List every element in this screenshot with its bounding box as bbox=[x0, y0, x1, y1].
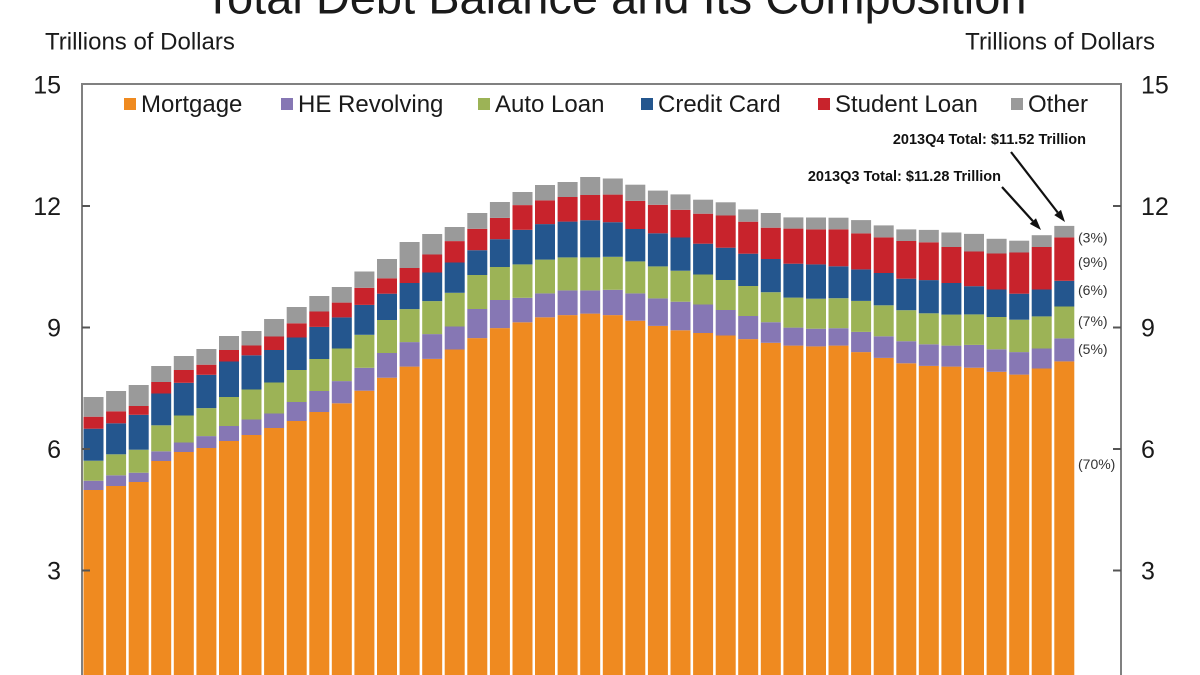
svg-text:(7%): (7%) bbox=[1078, 313, 1108, 329]
svg-text:6: 6 bbox=[1141, 436, 1155, 464]
svg-text:2013Q3 Total: $11.28 Trillion: 2013Q3 Total: $11.28 Trillion bbox=[808, 169, 1001, 185]
svg-text:Auto Loan: Auto Loan bbox=[495, 91, 604, 118]
svg-text:15: 15 bbox=[1141, 72, 1169, 100]
svg-text:12: 12 bbox=[1141, 193, 1169, 221]
svg-text:(5%): (5%) bbox=[1078, 341, 1108, 357]
svg-text:9: 9 bbox=[47, 315, 61, 343]
svg-text:2013Q4 Total: $11.52 Trillion: 2013Q4 Total: $11.52 Trillion bbox=[893, 132, 1086, 148]
svg-text:Trillions of Dollars: Trillions of Dollars bbox=[965, 29, 1155, 56]
svg-text:(6%): (6%) bbox=[1078, 282, 1108, 298]
svg-text:12: 12 bbox=[33, 193, 61, 221]
svg-text:9: 9 bbox=[1141, 315, 1155, 343]
svg-text:(70%): (70%) bbox=[1078, 456, 1115, 472]
svg-text:15: 15 bbox=[33, 72, 61, 100]
svg-text:Mortgage: Mortgage bbox=[141, 91, 242, 118]
svg-text:Student Loan: Student Loan bbox=[835, 91, 978, 118]
svg-text:Total Debt Balance and Its Com: Total Debt Balance and Its Composition bbox=[204, 0, 1027, 24]
svg-text:3: 3 bbox=[1141, 558, 1155, 586]
svg-text:(3%): (3%) bbox=[1078, 230, 1108, 246]
svg-text:(9%): (9%) bbox=[1078, 254, 1108, 270]
svg-text:Trillions of Dollars: Trillions of Dollars bbox=[45, 29, 235, 56]
svg-text:HE Revolving: HE Revolving bbox=[298, 91, 443, 118]
svg-text:Other: Other bbox=[1028, 91, 1088, 118]
svg-text:6: 6 bbox=[47, 436, 61, 464]
svg-text:3: 3 bbox=[47, 558, 61, 586]
svg-text:Credit Card: Credit Card bbox=[658, 91, 781, 118]
